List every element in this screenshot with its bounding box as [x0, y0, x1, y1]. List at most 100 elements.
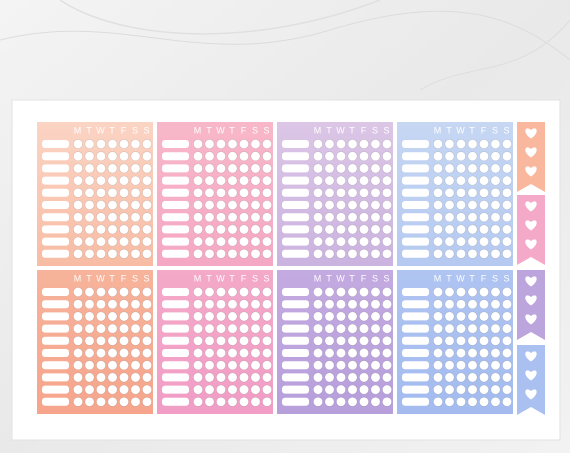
- check-circle: [324, 224, 335, 235]
- check-circle: [467, 139, 478, 149]
- day-label: S: [252, 125, 259, 135]
- check-circle: [433, 348, 443, 358]
- habit-line: [282, 249, 309, 258]
- check-circle: [142, 299, 152, 310]
- check-circle: [359, 236, 369, 247]
- check-circle: [313, 360, 323, 371]
- day-label: S: [143, 273, 150, 283]
- check-circle: [313, 236, 323, 247]
- check-circle: [502, 335, 512, 346]
- check-circle: [216, 139, 226, 149]
- check-circle: [193, 224, 203, 235]
- check-circle: [336, 299, 346, 310]
- check-circle: [456, 175, 466, 186]
- check-circle: [119, 151, 129, 162]
- check-circle: [250, 163, 261, 174]
- day-label: T: [446, 125, 453, 135]
- check-circle: [502, 163, 512, 174]
- day-label: S: [132, 273, 139, 283]
- day-label: T: [109, 273, 116, 283]
- habit-line: [42, 336, 69, 345]
- check-circle: [204, 224, 215, 235]
- check-circle: [193, 212, 203, 223]
- day-label: T: [326, 273, 333, 283]
- check-circle: [444, 384, 455, 395]
- habit-line: [282, 201, 309, 209]
- check-circle: [382, 348, 392, 358]
- check-circle: [227, 151, 238, 162]
- check-circle: [193, 360, 203, 371]
- day-label: S: [492, 273, 499, 283]
- check-circle: [444, 224, 455, 235]
- check-circle: [204, 212, 215, 223]
- check-circle: [84, 200, 95, 210]
- check-circle: [204, 248, 215, 259]
- check-circle: [347, 311, 358, 322]
- check-circle: [502, 348, 512, 358]
- check-circle: [96, 372, 106, 383]
- check-circle: [193, 311, 203, 322]
- check-circle: [142, 384, 152, 395]
- check-circle: [382, 139, 392, 149]
- habit-line: [42, 152, 69, 161]
- check-circle: [433, 299, 443, 310]
- check-circle: [130, 175, 141, 186]
- check-circle: [456, 311, 466, 322]
- day-label: S: [503, 273, 510, 283]
- check-circle: [347, 248, 358, 259]
- check-circle: [456, 151, 466, 162]
- check-circle: [467, 396, 478, 407]
- check-circle: [96, 200, 106, 210]
- check-circle: [490, 384, 501, 395]
- check-circle: [382, 384, 392, 395]
- check-circle: [107, 175, 118, 186]
- check-circle: [382, 335, 392, 346]
- check-circle: [262, 187, 272, 198]
- check-circle: [119, 163, 129, 174]
- habit-line: [402, 152, 429, 161]
- check-circle: [502, 236, 512, 247]
- check-circle: [204, 396, 215, 407]
- check-circle: [479, 139, 489, 149]
- check-circle: [142, 163, 152, 174]
- day-label: W: [96, 125, 106, 135]
- day-label: S: [252, 273, 259, 283]
- check-circle: [130, 236, 141, 247]
- check-circle: [96, 323, 106, 334]
- habit-line: [282, 140, 309, 148]
- check-circle: [96, 311, 106, 322]
- habit-line: [402, 324, 429, 333]
- check-circle: [336, 348, 346, 358]
- habit-line: [402, 213, 429, 222]
- day-label: T: [206, 125, 213, 135]
- check-circle: [490, 311, 501, 322]
- day-label: S: [372, 125, 379, 135]
- day-label: W: [336, 125, 346, 135]
- heart-icon: [525, 239, 537, 250]
- check-circle: [142, 323, 152, 334]
- check-circle: [239, 175, 249, 186]
- check-circle: [193, 236, 203, 247]
- check-circle: [382, 360, 392, 371]
- check-circle: [227, 187, 238, 198]
- check-circle: [216, 372, 226, 383]
- check-circle: [239, 384, 249, 395]
- habit-line: [162, 225, 189, 234]
- check-circle: [382, 200, 392, 210]
- habit-line: [42, 288, 69, 296]
- check-circle: [490, 151, 501, 162]
- check-circle: [444, 335, 455, 346]
- habit-line: [42, 237, 69, 246]
- check-circle: [142, 287, 152, 297]
- check-circle: [250, 212, 261, 223]
- check-circle: [359, 348, 369, 358]
- check-circle: [444, 200, 455, 210]
- check-circle: [119, 187, 129, 198]
- check-circle: [84, 335, 95, 346]
- check-circle: [142, 396, 152, 407]
- check-circle: [193, 299, 203, 310]
- check-circle: [107, 200, 118, 210]
- day-label: F: [481, 273, 488, 283]
- check-circle: [107, 323, 118, 334]
- check-circle: [359, 287, 369, 297]
